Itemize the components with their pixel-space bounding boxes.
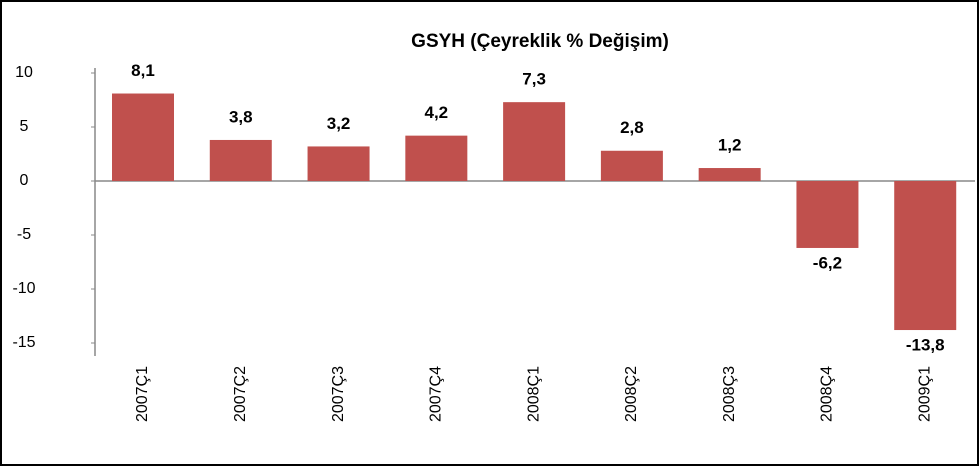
bar xyxy=(209,139,272,181)
y-tick-label: 5 xyxy=(20,118,29,135)
x-tick-label: 2007Ç1 xyxy=(134,366,151,422)
y-tick-label: -15 xyxy=(12,334,35,351)
bar xyxy=(796,181,859,248)
x-tick-label: 2007Ç2 xyxy=(232,366,249,422)
x-tick-label: 2008Ç1 xyxy=(525,366,542,422)
value-label: 1,2 xyxy=(718,136,742,155)
value-label: 3,8 xyxy=(229,107,253,126)
x-tick-label: 2007Ç4 xyxy=(428,366,445,422)
value-label: -6,2 xyxy=(813,253,842,272)
x-tick-label: 2008Ç4 xyxy=(819,366,836,422)
value-label: 2,8 xyxy=(620,118,644,137)
bar xyxy=(307,146,370,181)
bar xyxy=(698,168,761,181)
value-label: 7,3 xyxy=(522,70,546,89)
y-tick-label: -10 xyxy=(12,280,35,297)
bar xyxy=(112,93,174,181)
y-tick-label: 0 xyxy=(20,172,29,189)
bar xyxy=(894,181,957,331)
y-tick-label: 10 xyxy=(15,64,33,81)
y-tick-label: -5 xyxy=(17,226,31,243)
x-tick-label: 2008Ç2 xyxy=(623,366,640,422)
bar xyxy=(405,135,468,181)
x-tick-label: 2009Ç1 xyxy=(916,366,933,422)
bar xyxy=(600,150,663,181)
value-label: 8,1 xyxy=(131,61,155,80)
x-tick-label: 2007Ç3 xyxy=(330,366,347,422)
bar xyxy=(503,102,566,181)
value-label: -13,8 xyxy=(906,336,945,355)
x-tick-label: 2008Ç3 xyxy=(721,366,738,422)
value-label: 4,2 xyxy=(425,103,449,122)
chart-title: GSYH (Çeyreklik % Değişim) xyxy=(411,31,669,52)
value-label: 3,2 xyxy=(327,114,351,133)
